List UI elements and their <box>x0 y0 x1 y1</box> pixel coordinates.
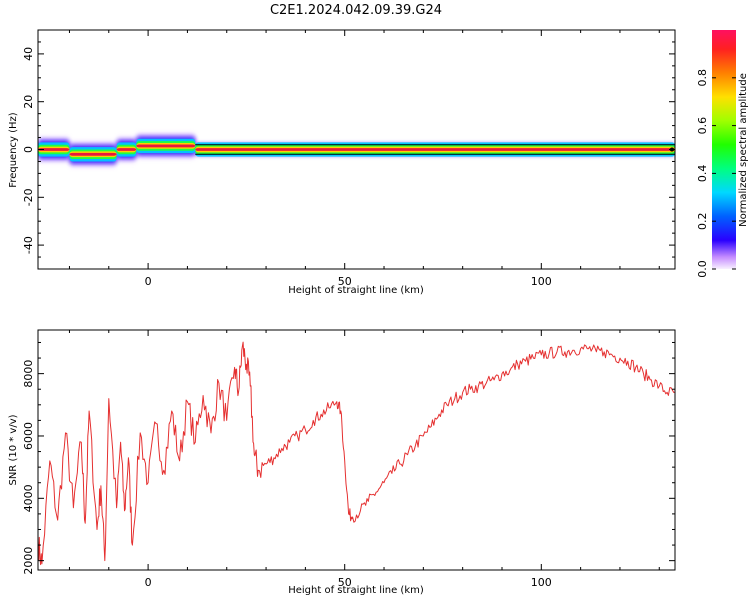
spectrogram-ytick-label: 40 <box>22 47 35 61</box>
spectrogram-heatmap <box>38 132 675 168</box>
colorbar-tick-label: 0.2 <box>696 212 709 230</box>
spectrogram-xtick-label: 50 <box>338 275 352 288</box>
snr-xtick-label: 100 <box>531 576 552 589</box>
colorbar-tick-label: 0.4 <box>696 165 709 183</box>
colorbar-ticks: 0.0 0.2 0.4 0.6 0.8 <box>696 69 736 278</box>
snr-xlabel: Height of straight line (km) <box>288 585 424 596</box>
snr-ylabel: SNR (10 * v/v) <box>8 414 19 485</box>
snr-xtick-label: 50 <box>338 576 352 589</box>
snr-frame <box>37 329 676 571</box>
spectrogram-ytick-label: -20 <box>22 188 35 206</box>
snr-ticks: 0 50 100 2000 4000 6000 8000 <box>22 330 675 589</box>
colorbar-tick-label: 0.0 <box>696 260 709 278</box>
snr-panel: 0 50 100 2000 4000 6000 8000 Height of straigh… <box>8 329 676 596</box>
spectrogram-xlabel: Height of straight line (km) <box>288 285 424 296</box>
colorbar-tick-label: 0.6 <box>696 117 709 135</box>
spectrogram-band <box>136 144 196 148</box>
spectrogram-band <box>195 148 675 151</box>
spectrogram-ytick-label: -40 <box>22 236 35 254</box>
snr-ytick-label: 8000 <box>22 360 35 388</box>
spectrogram-ytick-label: 20 <box>22 95 35 109</box>
spectrogram-ytick-label: 0 <box>22 146 35 153</box>
spectrogram-ticks: 0 50 100 -40 -20 0 20 40 <box>22 29 675 288</box>
spectrogram-band <box>116 148 137 151</box>
colorbar: 0.0 0.2 0.4 0.6 0.8 Normalized spectral ampl… <box>696 30 749 278</box>
snr-series-line <box>38 341 675 566</box>
colorbar-tick-label: 0.8 <box>696 69 709 87</box>
spectrogram-panel: 0 50 100 -40 -20 0 20 40 Height of straight lin… <box>8 29 676 296</box>
snr-ytick-label: 6000 <box>22 422 35 450</box>
spectrogram-ylabel: Frequency (Hz) <box>8 112 19 188</box>
chart-title: C2E1.2024.042.09.39.G24 <box>270 3 442 18</box>
spectrogram-xtick-label: 0 <box>145 275 152 288</box>
spectrogram-band <box>38 148 70 151</box>
colorbar-gradient <box>712 30 736 269</box>
spectrogram-xtick-label: 100 <box>531 275 552 288</box>
spectrogram-band <box>69 152 117 156</box>
snr-ytick-label: 4000 <box>22 484 35 512</box>
snr-xtick-label: 0 <box>145 576 152 589</box>
snr-ytick-label: 2000 <box>22 547 35 575</box>
colorbar-label: Normalized spectral amplitude <box>738 73 749 227</box>
